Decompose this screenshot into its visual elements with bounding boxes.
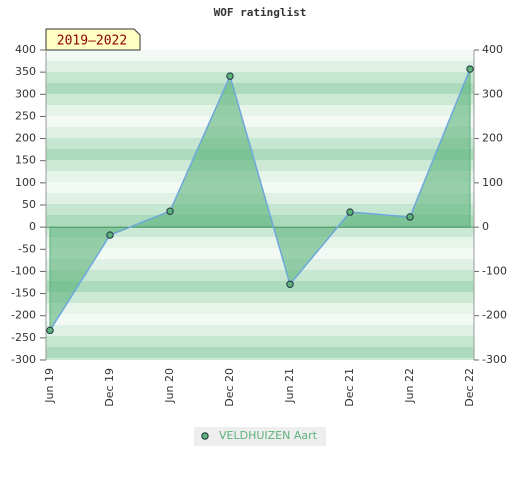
stripe — [46, 270, 474, 281]
legend-label: VELDHUIZEN Aart — [219, 429, 318, 442]
y-tick-label: -100 — [11, 264, 36, 277]
legend-marker — [201, 432, 209, 440]
y-tick-label: 200 — [15, 132, 36, 145]
stripe — [46, 171, 474, 182]
x-tick-label: Jun 19 — [43, 368, 56, 404]
stripe — [46, 347, 474, 358]
marker — [166, 207, 174, 215]
y-tick-label: -50 — [18, 242, 36, 255]
stripe — [46, 149, 474, 160]
annotation: 2019–2022 — [57, 34, 127, 49]
stripe — [46, 358, 474, 360]
stripe — [46, 303, 474, 314]
stripe — [46, 50, 474, 61]
marker — [106, 231, 114, 239]
marker — [46, 326, 54, 335]
y-tick-label: 150 — [15, 154, 36, 167]
stripe — [46, 314, 474, 325]
y-tick-label: 100 — [15, 176, 36, 189]
stripe — [46, 281, 474, 292]
y2-tick-label: 0 — [482, 220, 489, 233]
stripe — [46, 336, 474, 347]
y2-tick-label: 100 — [482, 176, 503, 189]
y2-tick-label: 200 — [482, 132, 503, 145]
stripe — [46, 61, 474, 72]
x-tick-label: Dec 20 — [223, 368, 236, 407]
stripe — [46, 116, 474, 127]
legend-box — [194, 427, 326, 446]
y-tick-label: 400 — [15, 43, 36, 56]
stripe — [46, 72, 474, 83]
y2-tick-label: -100 — [482, 264, 507, 277]
stripe — [46, 105, 474, 116]
y-tick-label: 350 — [15, 65, 36, 78]
x-tick-label: Jun 22 — [403, 368, 416, 404]
y-tick-label: 300 — [15, 87, 36, 100]
marker — [286, 280, 294, 288]
marker — [406, 213, 414, 221]
marker — [346, 208, 354, 216]
y-tick-label: -300 — [11, 353, 36, 366]
stripe — [46, 226, 474, 237]
stripe — [46, 138, 474, 149]
stripe — [46, 248, 474, 259]
x-tick-label: Dec 22 — [463, 368, 476, 407]
stripe — [46, 127, 474, 138]
chart-title: WOF ratinglist — [214, 6, 307, 19]
stripe — [46, 160, 474, 171]
y-tick-label: -250 — [11, 331, 36, 344]
x-tick-label: Jun 20 — [163, 368, 176, 404]
x-tick-label: Jun 21 — [283, 368, 296, 404]
marker — [226, 72, 234, 80]
y-tick-label: 0 — [29, 220, 36, 233]
y2-tick-label: 300 — [482, 87, 503, 100]
annotation-box — [45, 28, 141, 51]
stripe — [46, 237, 474, 248]
y2-tick-label: -200 — [482, 309, 507, 322]
stripe — [46, 83, 474, 94]
y-tick-label: -200 — [11, 309, 36, 322]
stripe — [46, 94, 474, 105]
stripe — [46, 259, 474, 270]
line — [49, 68, 471, 331]
y2-tick-label: -300 — [482, 353, 507, 366]
stripe — [46, 325, 474, 336]
x-tick-label: Dec 21 — [343, 368, 356, 407]
x-tick-label: Dec 19 — [103, 368, 116, 407]
y-tick-label: 50 — [22, 198, 36, 211]
y2-tick-label: 400 — [482, 43, 503, 56]
marker — [466, 65, 474, 73]
y-tick-label: 250 — [15, 109, 36, 122]
y-tick-label: -150 — [11, 287, 36, 300]
stripe — [46, 292, 474, 303]
